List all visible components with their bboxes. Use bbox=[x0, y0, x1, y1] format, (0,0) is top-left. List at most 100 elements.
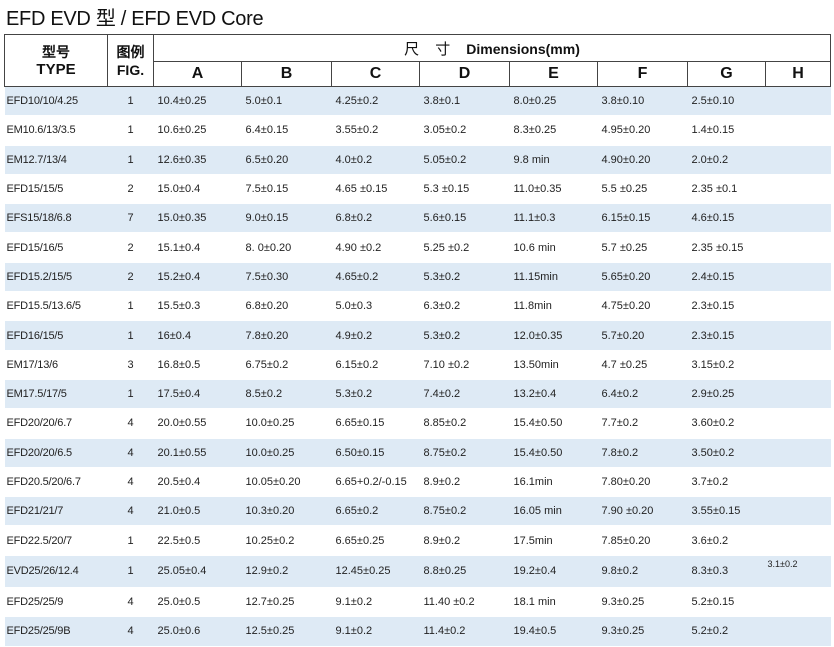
cell-c: 4.90 ±0.2 bbox=[331, 232, 420, 263]
cell-f: 7.85±0.20 bbox=[597, 525, 688, 556]
cell-c: 4.9±0.2 bbox=[331, 320, 420, 351]
cell-f: 4.75±0.20 bbox=[597, 291, 688, 322]
cell-e: 8.3±0.25 bbox=[509, 115, 598, 146]
cell-e: 19.2±0.4 bbox=[509, 555, 598, 589]
type-header-en: TYPE bbox=[36, 60, 76, 78]
cell-g: 3.55±0.15 bbox=[687, 496, 766, 527]
cell-d: 5.3 ±0.15 bbox=[419, 174, 510, 205]
col-header-c: C bbox=[331, 61, 420, 87]
cell-a: 22.5±0.5 bbox=[153, 525, 242, 556]
cell-type: EFD20.5/20/6.7 bbox=[4, 467, 108, 498]
cell-e: 13.2±0.4 bbox=[509, 379, 598, 410]
cell-e: 8.0±0.25 bbox=[509, 86, 598, 117]
cell-a: 15.1±0.4 bbox=[153, 232, 242, 263]
table-row: EFD20/20/6.7 4 20.0±0.55 10.0±0.25 6.65±0.15… bbox=[4, 408, 831, 439]
cell-f: 9.3±0.25 bbox=[597, 616, 688, 647]
dimensions-header-cn: 尺 寸 bbox=[404, 40, 457, 58]
cell-d: 5.05±0.2 bbox=[419, 145, 510, 175]
cell-c: 6.65±0.15 bbox=[331, 408, 420, 439]
cell-f: 9.3±0.25 bbox=[597, 587, 688, 618]
cell-e: 12.0±0.35 bbox=[509, 320, 598, 351]
cell-d: 5.6±0.15 bbox=[419, 203, 510, 234]
table-row: EFD16/15/5 1 16±0.4 7.8±0.20 4.9±0.2 5.3±0.2 1… bbox=[4, 320, 831, 351]
cell-h bbox=[765, 587, 831, 618]
cell-g: 8.3±0.3 bbox=[687, 555, 766, 589]
type-header: 型号 TYPE bbox=[4, 34, 108, 87]
cell-b: 5.0±0.1 bbox=[241, 86, 332, 117]
cell-b: 10.25±0.2 bbox=[241, 525, 332, 556]
cell-d: 3.8±0.1 bbox=[419, 86, 510, 117]
table-row: EFD25/25/9B 4 25.0±0.6 12.5±0.25 9.1±0.2 11.4… bbox=[4, 616, 831, 647]
cell-e: 11.15min bbox=[509, 262, 598, 293]
col-header-h: H bbox=[765, 61, 831, 87]
cell-a: 15.5±0.3 bbox=[153, 291, 242, 322]
fig-header-en: FIG. bbox=[116, 61, 145, 78]
cell-b: 6.75±0.2 bbox=[241, 350, 332, 380]
col-header-d: D bbox=[419, 61, 510, 87]
cell-h bbox=[765, 262, 831, 293]
cell-h bbox=[765, 203, 831, 234]
cell-type: EFS15/18/6.8 bbox=[4, 203, 108, 234]
cell-b: 9.0±0.15 bbox=[241, 203, 332, 234]
cell-e: 17.5min bbox=[509, 525, 598, 556]
cell-a: 25.0±0.6 bbox=[153, 616, 242, 647]
cell-d: 11.40 ±0.2 bbox=[419, 587, 510, 618]
cell-b: 10.0±0.25 bbox=[241, 408, 332, 439]
table-body: EFD10/10/4.25 1 10.4±0.25 5.0±0.1 4.25±0.2 3.… bbox=[4, 86, 831, 647]
cell-type: EFD20/20/6.5 bbox=[4, 438, 108, 468]
cell-a: 17.5±0.4 bbox=[153, 379, 242, 410]
cell-e: 11.0±0.35 bbox=[509, 174, 598, 205]
cell-c: 4.25±0.2 bbox=[331, 86, 420, 117]
cell-b: 6.8±0.20 bbox=[241, 291, 332, 322]
cell-d: 6.3±0.2 bbox=[419, 291, 510, 322]
cell-g: 3.6±0.2 bbox=[687, 525, 766, 556]
cell-f: 5.5 ±0.25 bbox=[597, 174, 688, 205]
cell-fig: 1 bbox=[107, 86, 154, 117]
cell-fig: 1 bbox=[107, 320, 154, 351]
table-row: EFD15.5/13.6/5 1 15.5±0.3 6.8±0.20 5.0±0.3 6.… bbox=[4, 291, 831, 322]
cell-f: 7.8±0.2 bbox=[597, 438, 688, 468]
cell-b: 6.4±0.15 bbox=[241, 115, 332, 146]
cell-f: 4.7 ±0.25 bbox=[597, 350, 688, 380]
table-row: EM10.6/13/3.5 1 10.6±0.25 6.4±0.15 3.55±0.2 3… bbox=[4, 115, 831, 146]
cell-d: 5.3±0.2 bbox=[419, 320, 510, 351]
cell-a: 10.6±0.25 bbox=[153, 115, 242, 146]
cell-h bbox=[765, 438, 831, 468]
fig-header: 图例 FIG. bbox=[107, 34, 154, 87]
cell-fig: 7 bbox=[107, 203, 154, 234]
cell-e: 11.1±0.3 bbox=[509, 203, 598, 234]
cell-type: EFD16/15/5 bbox=[4, 320, 108, 351]
cell-d: 11.4±0.2 bbox=[419, 616, 510, 647]
table-row: EFD21/21/7 4 21.0±0.5 10.3±0.20 6.65±0.2 8.75… bbox=[4, 496, 831, 527]
cell-f: 7.7±0.2 bbox=[597, 408, 688, 439]
cell-fig: 4 bbox=[107, 496, 154, 527]
cell-a: 16.8±0.5 bbox=[153, 350, 242, 380]
cell-a: 20.1±0.55 bbox=[153, 438, 242, 468]
cell-h bbox=[765, 174, 831, 205]
cell-c: 6.65±0.25 bbox=[331, 525, 420, 556]
cell-type: EFD15.5/13.6/5 bbox=[4, 291, 108, 322]
cell-f: 5.7 ±0.25 bbox=[597, 232, 688, 263]
cell-c: 4.0±0.2 bbox=[331, 145, 420, 175]
cell-a: 25.0±0.5 bbox=[153, 587, 242, 618]
cell-a: 25.05±0.4 bbox=[153, 555, 242, 589]
cell-b: 8. 0±0.20 bbox=[241, 232, 332, 263]
cell-type: EVD25/26/12.4 bbox=[4, 555, 108, 589]
table-row: EVD25/26/12.4 1 25.05±0.4 12.9±0.2 12.45±0.2… bbox=[4, 555, 831, 589]
dimensions-table: 型号 TYPE 图例 FIG. 尺 寸 Dimensions(mm) A B C … bbox=[4, 34, 831, 647]
cell-g: 3.15±0.2 bbox=[687, 350, 766, 380]
cell-g: 3.60±0.2 bbox=[687, 408, 766, 439]
cell-b: 10.0±0.25 bbox=[241, 438, 332, 468]
cell-fig: 4 bbox=[107, 587, 154, 618]
cell-c: 9.1±0.2 bbox=[331, 616, 420, 647]
cell-c: 3.55±0.2 bbox=[331, 115, 420, 146]
table-row: EFD25/25/9 4 25.0±0.5 12.7±0.25 9.1±0.2 11.40… bbox=[4, 587, 831, 618]
cell-f: 3.8±0.10 bbox=[597, 86, 688, 117]
cell-h bbox=[765, 408, 831, 439]
table-row: EFD22.5/20/7 1 22.5±0.5 10.25±0.2 6.65±0.25 8… bbox=[4, 525, 831, 556]
dimensions-header: 尺 寸 Dimensions(mm) bbox=[153, 34, 831, 62]
cell-h bbox=[765, 616, 831, 647]
col-header-b: B bbox=[241, 61, 332, 87]
cell-h bbox=[765, 232, 831, 263]
cell-e: 13.50min bbox=[509, 350, 598, 380]
